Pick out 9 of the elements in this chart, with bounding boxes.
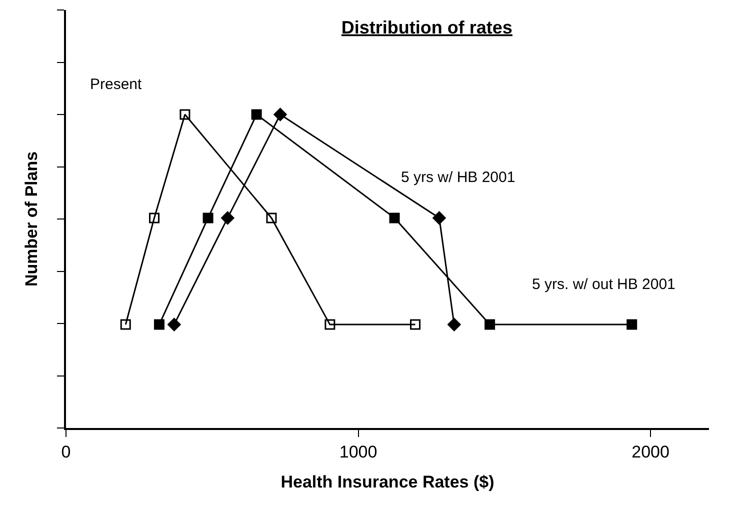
text: 5 yrs. w/ out HB 2001 — [532, 276, 676, 293]
x-axis-title: Health Insurance Rates ($) — [280, 472, 494, 492]
chart-title: Distribution of rates — [341, 17, 512, 38]
x-tick-label: 0 — [61, 442, 71, 462]
series-label: 5 yrs w/ HB 2001 — [401, 169, 516, 186]
text: Present — [90, 76, 143, 93]
x-tick-label: 2000 — [632, 442, 670, 462]
x-tick-label: 1000 — [339, 442, 378, 462]
y-axis-title: Number of Plans — [22, 151, 42, 287]
